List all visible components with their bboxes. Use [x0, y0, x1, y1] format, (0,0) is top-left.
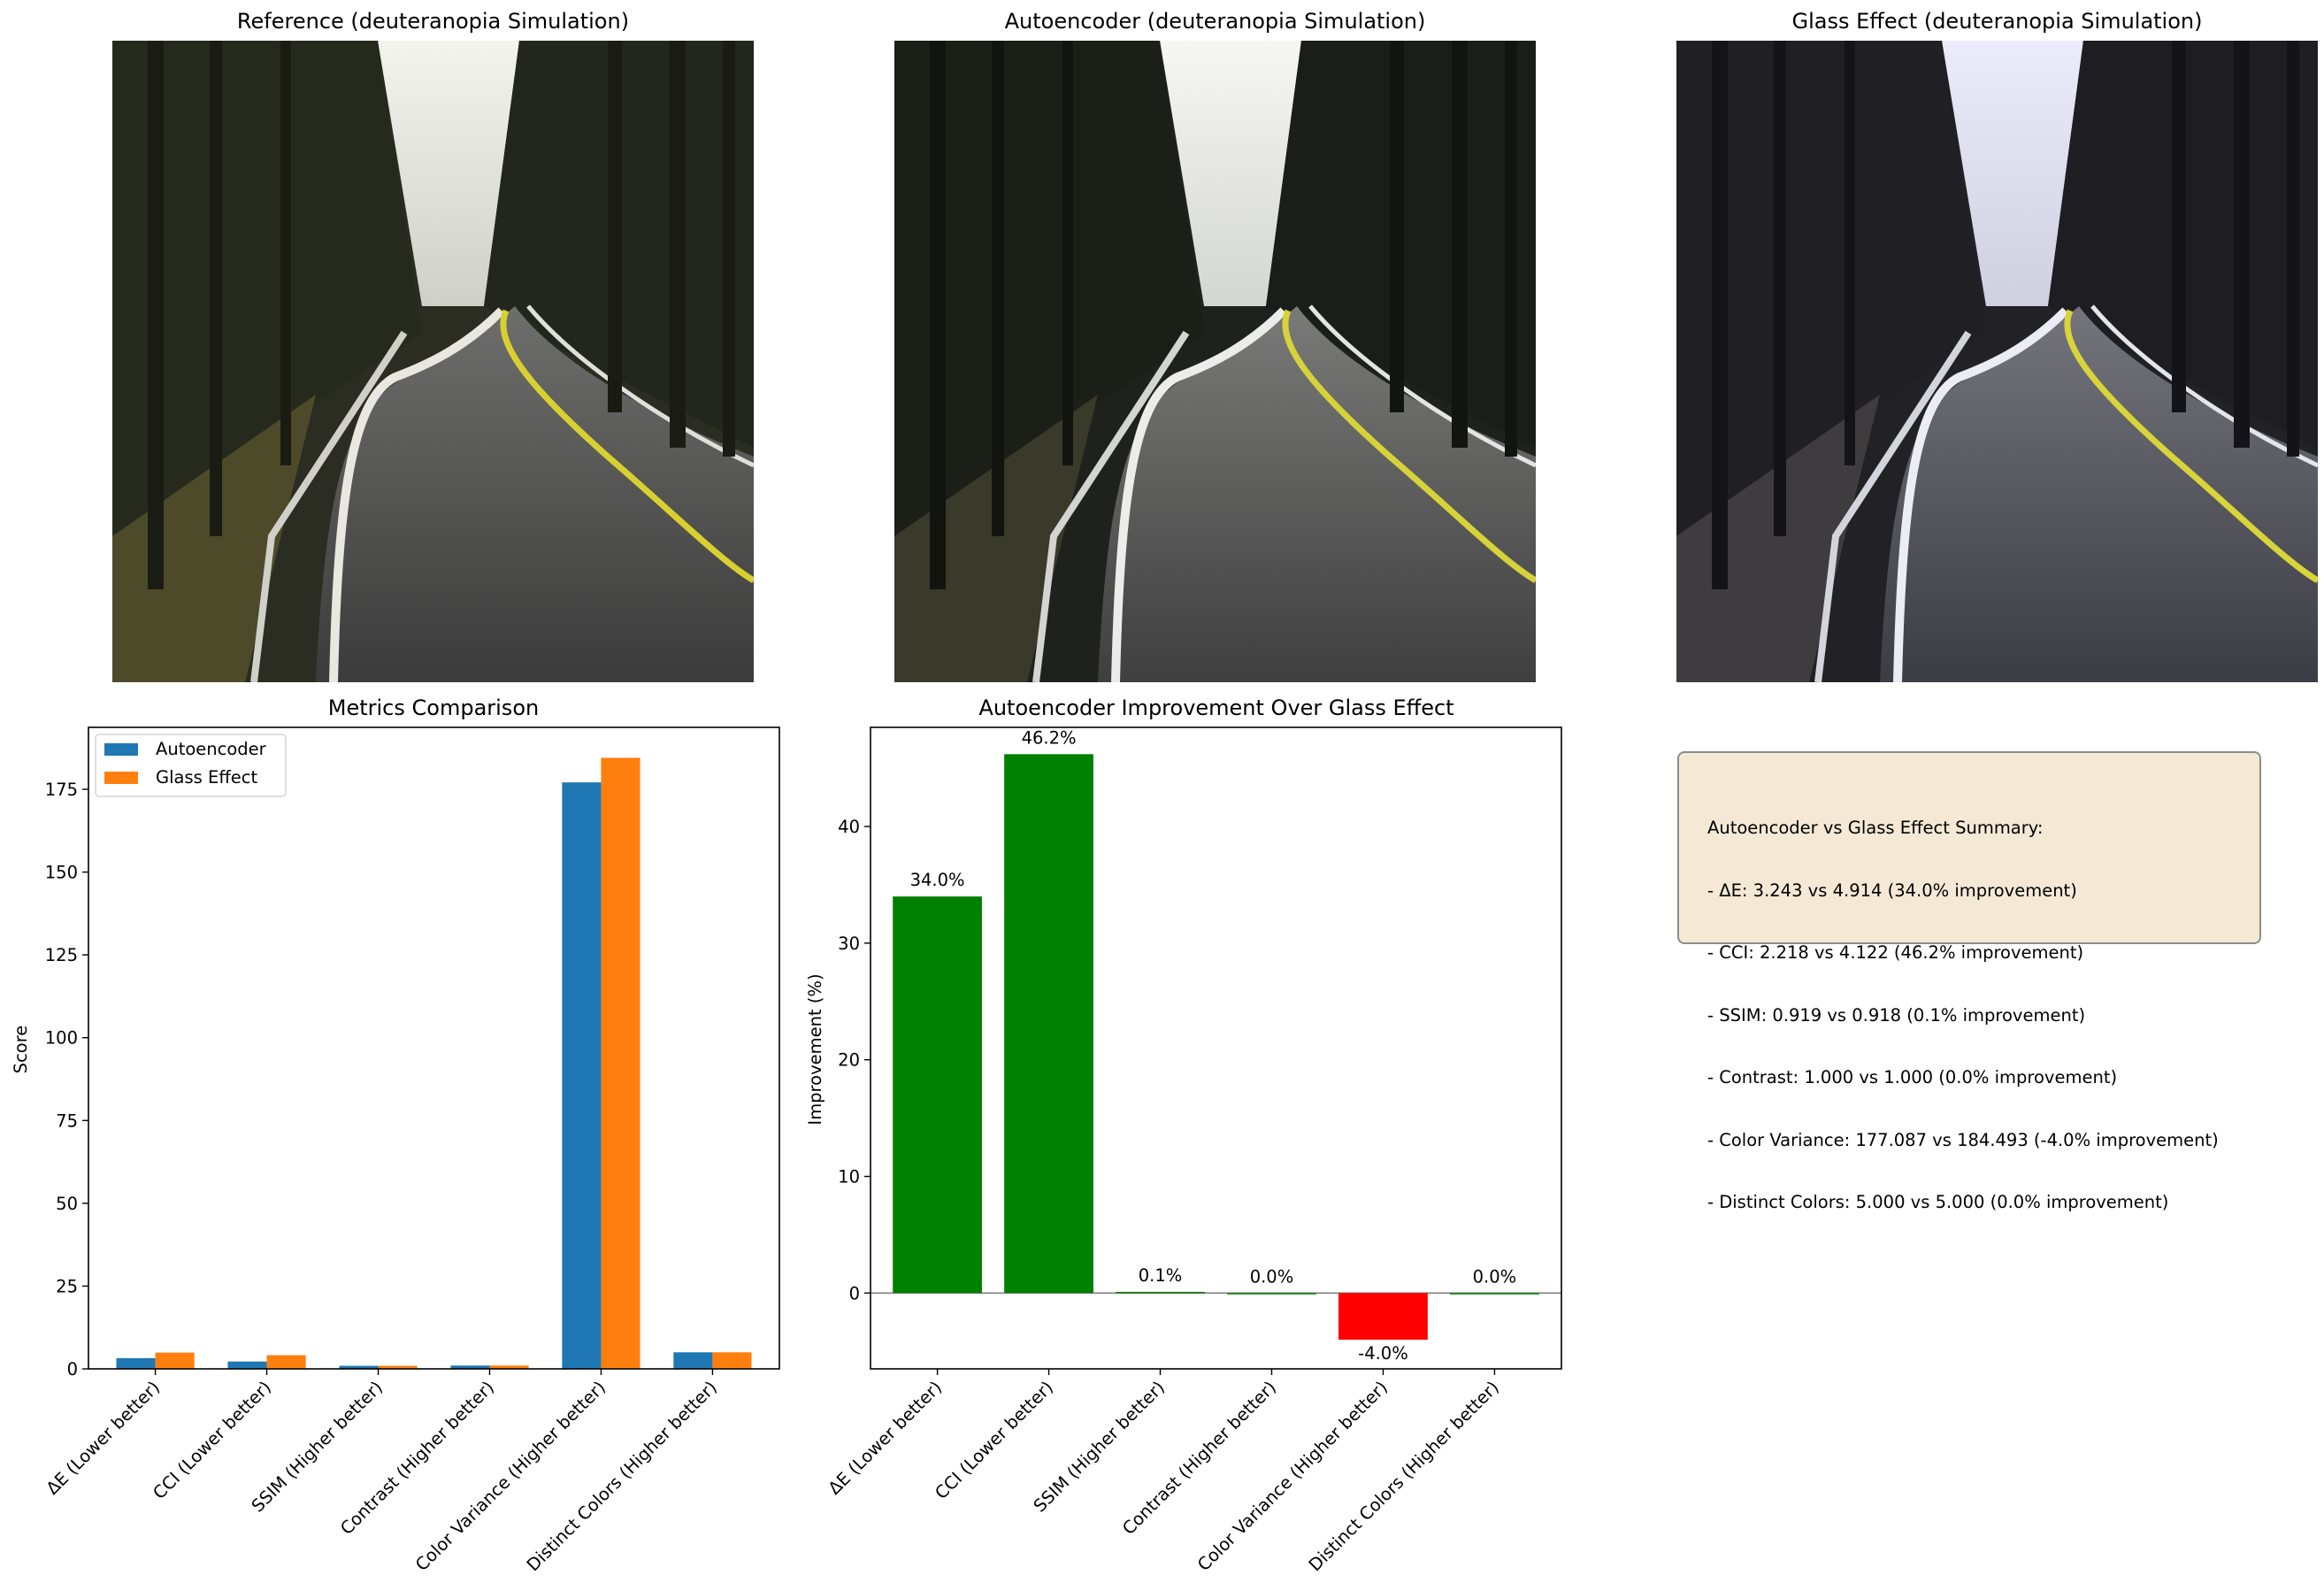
legend-box: [95, 734, 287, 797]
bar-glass-effect: [489, 1365, 529, 1369]
improvement-bar: [893, 896, 982, 1294]
bar-value-label: 46.2%: [1022, 727, 1077, 748]
autoencoder-title: Autoencoder (deuteranopia Simulation): [1004, 9, 1426, 34]
y-tick-label: 125: [45, 945, 78, 965]
bar-autoencoder: [450, 1365, 490, 1369]
y-tick-label: 100: [45, 1028, 78, 1049]
y-tick-label: 75: [56, 1110, 78, 1131]
bar-value-label: -4.0%: [1358, 1343, 1408, 1364]
y-tick-label: 10: [838, 1167, 860, 1187]
bar-glass-effect: [601, 757, 640, 1369]
chart1-axes-frame: [88, 726, 780, 1370]
bar-glass-effect: [712, 1352, 752, 1369]
bar-glass-effect: [378, 1365, 418, 1369]
bar-autoencoder: [339, 1365, 379, 1369]
chart1-title: Metrics Comparison: [328, 695, 539, 720]
bar-autoencoder: [562, 782, 602, 1369]
metrics-comparison-chart: Metrics Comparison Score 0 25 50 75 100 125 15…: [11, 695, 780, 1575]
summary-line: - ΔE: 3.243 vs 4.914 (34.0% improvement): [1707, 880, 2077, 901]
chart2-ylabel: Improvement (%): [805, 973, 825, 1125]
y-tick-label: 150: [45, 863, 78, 883]
improvement-bar: [1116, 1292, 1205, 1294]
summary-box: Autoencoder vs Glass Effect Summary: - Δ…: [1677, 751, 2261, 1212]
legend-label-autoencoder: Autoencoder: [156, 739, 267, 759]
y-tick-label: 20: [838, 1050, 860, 1071]
bar-autoencoder: [227, 1361, 267, 1369]
legend-label-glass-effect: Glass Effect: [156, 767, 257, 788]
y-tick-label: 25: [56, 1276, 78, 1296]
summary-line: - SSIM: 0.919 vs 0.918 (0.1% improvement…: [1707, 1004, 2086, 1026]
y-tick-label: 175: [45, 780, 78, 800]
improvement-bar: [1338, 1293, 1428, 1341]
bar-glass-effect: [155, 1352, 195, 1369]
x-tick-label: ΔE (Lower better): [42, 1377, 164, 1498]
y-tick-label: 0: [849, 1283, 860, 1303]
glass-effect-title: Glass Effect (deuteranopia Simulation): [1791, 9, 2203, 34]
x-tick-label: CCI (Lower better): [931, 1377, 1057, 1503]
bar-value-label: 0.0%: [1250, 1266, 1294, 1287]
bar-value-label: 34.0%: [910, 870, 965, 890]
x-tick-label: Distinct Colors (Higher better): [523, 1377, 721, 1575]
x-tick-label: ΔE (Lower better): [825, 1377, 946, 1498]
y-tick-label: 30: [838, 934, 860, 954]
bar-glass-effect: [266, 1355, 306, 1369]
chart1-legend: Autoencoder Glass Effect: [95, 734, 287, 797]
legend-swatch-glass-effect: [104, 772, 138, 784]
y-tick-label: 40: [838, 817, 860, 837]
x-tick-label: Color Variance (Higher better): [411, 1377, 610, 1575]
y-tick-label: 0: [67, 1359, 78, 1379]
x-tick-label: Distinct Colors (Higher better): [1305, 1377, 1503, 1575]
summary-line: - Distinct Colors: 5.000 vs 5.000 (0.0% …: [1707, 1192, 2169, 1212]
chart1-ylabel: Score: [11, 1026, 31, 1074]
reference-title: Reference (deuteranopia Simulation): [236, 9, 630, 34]
chart2-axes-frame: [870, 726, 1562, 1370]
improvement-bar: [1227, 1293, 1316, 1295]
summary-line: - CCI: 2.218 vs 4.122 (46.2% improvement…: [1707, 942, 2084, 963]
bar-value-label: 0.0%: [1473, 1266, 1517, 1287]
reference-image: [112, 41, 754, 682]
x-tick-label: CCI (Lower better): [149, 1377, 275, 1503]
autoencoder-image: [894, 41, 1536, 682]
bar-autoencoder: [673, 1352, 713, 1369]
summary-line: Autoencoder vs Glass Effect Summary:: [1707, 818, 2044, 838]
y-tick-label: 50: [56, 1194, 78, 1214]
summary-line: - Contrast: 1.000 vs 1.000 (0.0% improve…: [1707, 1067, 2118, 1087]
legend-swatch-autoencoder: [104, 743, 138, 756]
summary-line: - Color Variance: 177.087 vs 184.493 (-4…: [1707, 1129, 2219, 1150]
improvement-bar: [1450, 1293, 1539, 1295]
glass-effect-image: [1676, 41, 2318, 682]
chart2-title: Autoencoder Improvement Over Glass Effec…: [978, 695, 1453, 720]
x-tick-label: Color Variance (Higher better): [1193, 1377, 1392, 1575]
bar-value-label: 0.1%: [1139, 1265, 1183, 1286]
improvement-chart: Autoencoder Improvement Over Glass Effec…: [805, 695, 1562, 1575]
improvement-bar: [1004, 754, 1093, 1294]
bar-autoencoder: [116, 1357, 156, 1369]
